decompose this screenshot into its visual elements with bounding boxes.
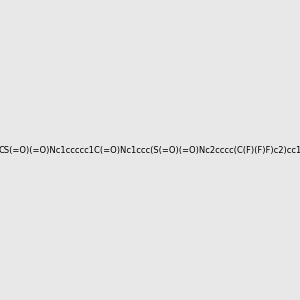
Text: CS(=O)(=O)Nc1ccccc1C(=O)Nc1ccc(S(=O)(=O)Nc2cccc(C(F)(F)F)c2)cc1: CS(=O)(=O)Nc1ccccc1C(=O)Nc1ccc(S(=O)(=O)… [0,146,300,154]
